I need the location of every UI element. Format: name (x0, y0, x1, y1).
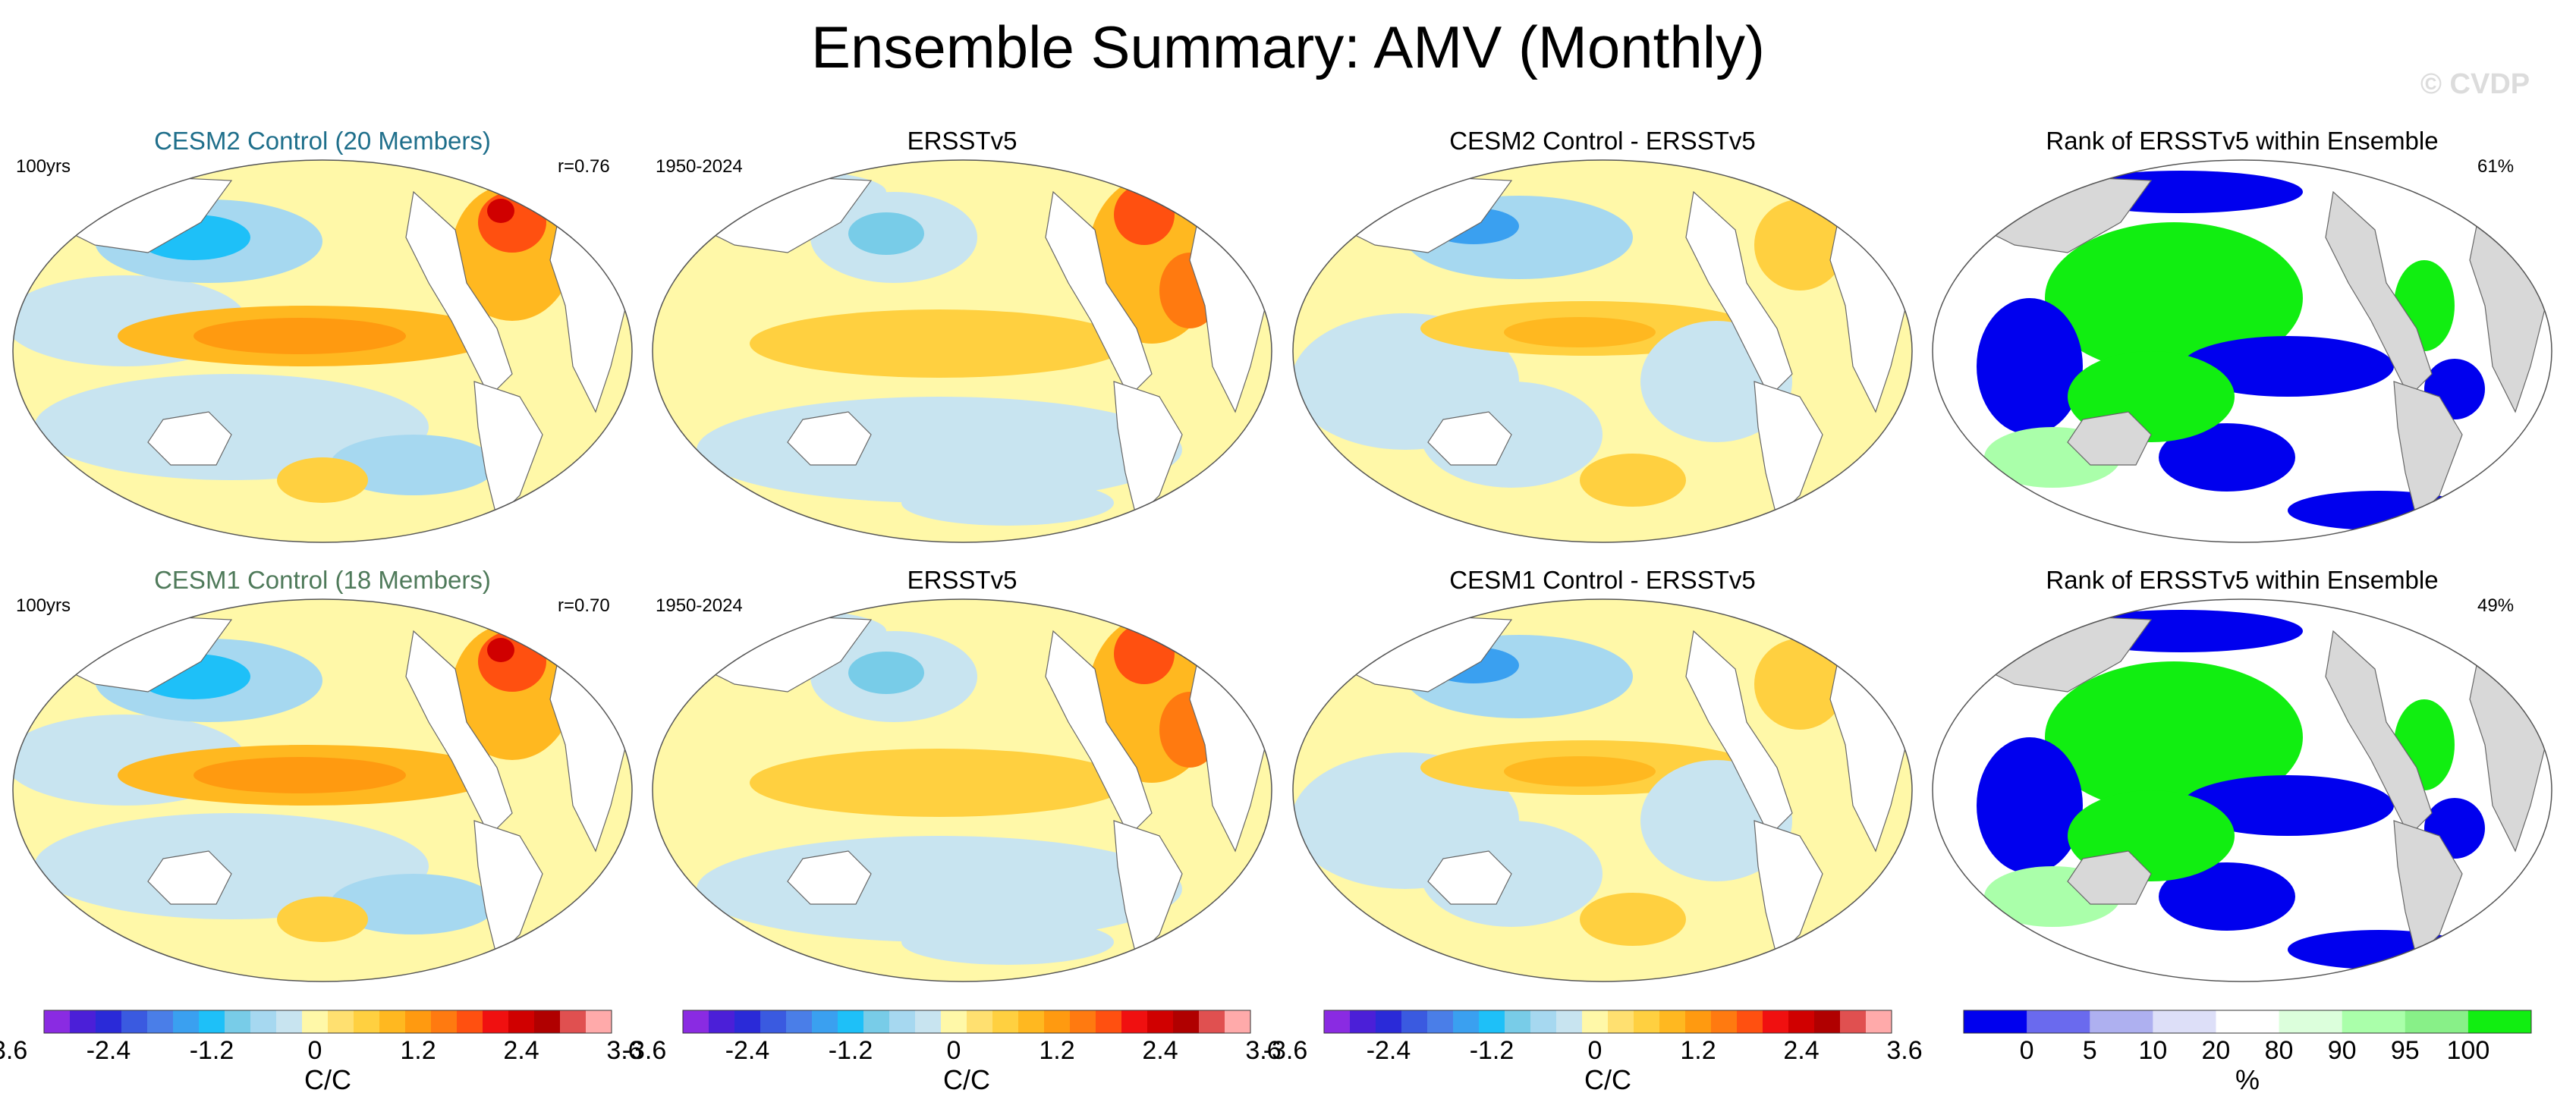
colorbar-tick-label: -2.4 (86, 1036, 131, 1065)
colorbar-tick-label: 10 (2138, 1036, 2168, 1065)
map-diff-0-2 (1292, 159, 1913, 543)
map-model-0-0 (12, 159, 633, 543)
colorbar-tick-label: 3.6 (1245, 1036, 1282, 1065)
panel-title: CESM2 Control - ERSSTv5 (1449, 127, 1756, 155)
panel-left-label: 1950-2024 (656, 156, 743, 177)
panel-title: Rank of ERSSTv5 within Ensemble (2046, 566, 2439, 594)
map-model-1-0 (12, 598, 633, 982)
colorbar-tick-label: 0 (307, 1036, 322, 1065)
colorbar-tick-label: 2.4 (1783, 1036, 1820, 1065)
colorbar-tick-label: -1.2 (1469, 1036, 1514, 1065)
colorbar-tick-label: 0 (1587, 1036, 1603, 1065)
panel-right-label: r=0.76 (558, 156, 610, 177)
map-diff-1-2 (1292, 598, 1913, 982)
panel-title: CESM1 Control (18 Members) (154, 566, 491, 594)
colorbar-unit-label: C/C (1584, 1064, 1631, 1095)
colorbar-tick-label: 3.6 (606, 1036, 643, 1065)
colorbar-tick-label: 20 (2201, 1036, 2231, 1065)
colorbar-tick-label: 90 (2327, 1036, 2357, 1065)
colorbar-tick-label: 0 (946, 1036, 961, 1065)
colorbar-tick-label: 0 (2019, 1036, 2034, 1065)
colorbar-tick-label: 100 (2446, 1036, 2490, 1065)
colorbar-unit-label: C/C (304, 1064, 351, 1095)
colorbar-tick-label: -2.4 (725, 1036, 770, 1065)
panel-title: CESM2 Control (20 Members) (154, 127, 491, 155)
colorbar-tick-label: 1.2 (1039, 1036, 1075, 1065)
panel-title: Rank of ERSSTv5 within Ensemble (2046, 127, 2439, 155)
colorbar-tick-label: -3.6 (1263, 1036, 1308, 1065)
colorbar-2 (1323, 1010, 1892, 1034)
cvdp-watermark: © CVDP (2420, 68, 2530, 100)
colorbar-tick-label: -1.2 (189, 1036, 234, 1065)
map-rank-1-3 (1932, 598, 2552, 982)
map-obs-0-1 (652, 159, 1272, 543)
colorbar-tick-label: 3.6 (1886, 1036, 1923, 1065)
colorbar-tick-label: -3.6 (621, 1036, 667, 1065)
panel-left-label: 100yrs (16, 156, 71, 177)
colorbar-3 (1963, 1010, 2532, 1034)
colorbar-tick-label: 1.2 (400, 1036, 436, 1065)
panel-title: ERSSTv5 (907, 566, 1018, 594)
colorbar-tick-label: 80 (2264, 1036, 2294, 1065)
panel-title: ERSSTv5 (907, 127, 1018, 155)
colorbar-tick-label: 1.2 (1680, 1036, 1716, 1065)
colorbar-tick-label: 2.4 (1142, 1036, 1178, 1065)
colorbar-1 (682, 1010, 1251, 1034)
map-rank-0-3 (1932, 159, 2552, 543)
colorbar-tick-label: -2.4 (1366, 1036, 1411, 1065)
colorbar-tick-label: 2.4 (503, 1036, 539, 1065)
map-obs-1-1 (652, 598, 1272, 982)
colorbar-0 (43, 1010, 612, 1034)
panel-left-label: 100yrs (16, 595, 71, 616)
panel-left-label: 1950-2024 (656, 595, 743, 616)
colorbar-tick-label: 95 (2390, 1036, 2420, 1065)
colorbar-unit-label: C/C (943, 1064, 990, 1095)
colorbar-tick-label: -1.2 (828, 1036, 873, 1065)
panel-right-label: 49% (2477, 595, 2515, 616)
colorbar-tick-label: -3.6 (0, 1036, 28, 1065)
panel-right-label: r=0.70 (558, 595, 610, 616)
figure-title: Ensemble Summary: AMV (Monthly) (810, 14, 1766, 80)
colorbar-unit-label: % (2235, 1064, 2260, 1095)
panel-title: CESM1 Control - ERSSTv5 (1449, 566, 1756, 594)
panel-right-label: 61% (2477, 156, 2515, 177)
colorbar-tick-label: 5 (2082, 1036, 2097, 1065)
